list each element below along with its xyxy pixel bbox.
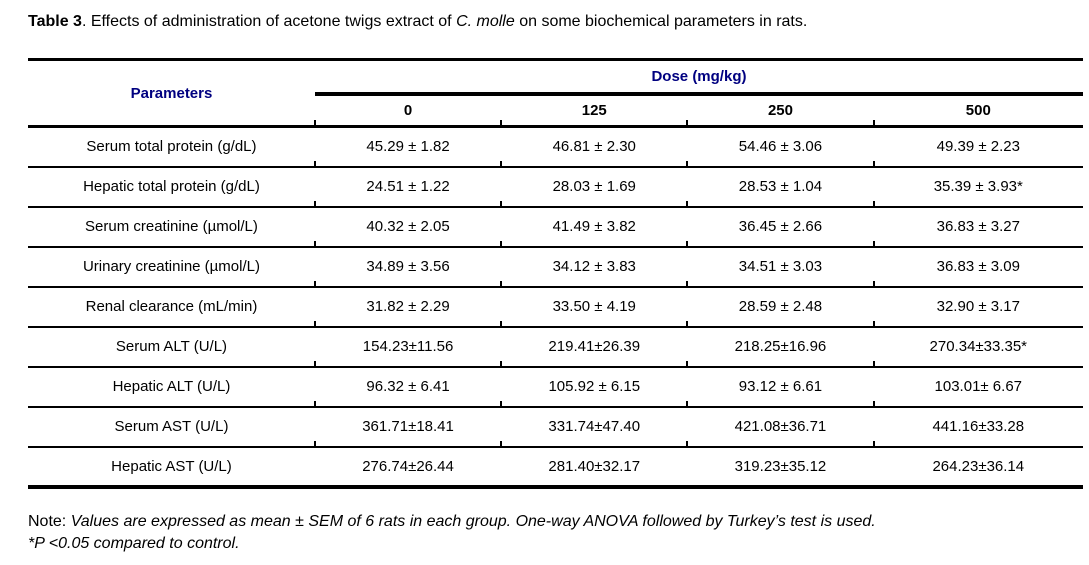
- table-row: Urinary creatinine (µmol/L) 34.89 ± 3.56…: [28, 246, 1083, 288]
- row-parameter: Serum ALT (U/L): [28, 326, 315, 368]
- cell-value: 154.23±11.56: [313, 326, 502, 368]
- cell-value: 103.01± 6.67: [872, 366, 1083, 408]
- table-row: Serum total protein (g/dL) 45.29 ± 1.82 …: [28, 126, 1083, 168]
- row-parameter: Hepatic ALT (U/L): [28, 366, 315, 408]
- row-parameter: Serum total protein (g/dL): [28, 126, 315, 168]
- row-parameter: Hepatic total protein (g/dL): [28, 166, 315, 208]
- cell-value: 46.81 ± 2.30: [500, 126, 688, 168]
- row-parameter: Serum creatinine (µmol/L): [28, 206, 315, 248]
- cell-value: 276.74±26.44: [314, 446, 502, 489]
- cell-value: 361.71±18.41: [313, 406, 502, 448]
- cell-value: 28.53 ± 1.04: [686, 166, 874, 208]
- row-parameter: Serum AST (U/L): [28, 406, 315, 448]
- row-parameter: Urinary creatinine (µmol/L): [28, 246, 315, 288]
- table-footnote: Note: Values are expressed as mean ± SEM…: [28, 511, 1083, 555]
- cell-value: 31.82 ± 2.29: [313, 286, 502, 328]
- biochemical-parameters-table: Parameters Dose (mg/kg) 0 125 250 500 Se…: [28, 58, 1083, 489]
- cell-value: 28.59 ± 2.48: [686, 286, 874, 328]
- footnote-text: Values are expressed as mean ± SEM of 6 …: [66, 512, 876, 530]
- table-row: Hepatic total protein (g/dL) 24.51 ± 1.2…: [28, 166, 1083, 208]
- header-row-dose: Parameters Dose (mg/kg): [28, 59, 1083, 128]
- dose-level-250: 250: [686, 93, 874, 128]
- dose-level-0: 0: [313, 93, 502, 128]
- cell-value: 32.90 ± 3.17: [872, 286, 1083, 328]
- table-row: Serum AST (U/L) 361.71±18.41 331.74±47.4…: [28, 406, 1083, 448]
- cell-value: 45.29 ± 1.82: [313, 126, 502, 168]
- cell-value: 36.83 ± 3.27: [872, 206, 1083, 248]
- cell-value: 218.25±16.96: [686, 326, 874, 368]
- dose-level-125: 125: [500, 93, 688, 128]
- caption-species-name: C. molle: [456, 13, 515, 30]
- row-parameter: Renal clearance (mL/min): [28, 286, 315, 328]
- table-row: Hepatic ALT (U/L) 96.32 ± 6.41 105.92 ± …: [28, 366, 1083, 408]
- footnote-significance: *P <0.05 compared to control.: [28, 534, 240, 552]
- cell-value: 40.32 ± 2.05: [313, 206, 502, 248]
- table-caption: Table 3. Effects of administration of ac…: [28, 11, 1083, 32]
- cell-value: 441.16±33.28: [872, 406, 1083, 448]
- caption-table-number: Table 3: [28, 13, 82, 30]
- cell-value: 34.89 ± 3.56: [313, 246, 502, 288]
- cell-value: 33.50 ± 4.19: [500, 286, 688, 328]
- footnote-label: Note:: [28, 512, 67, 530]
- cell-value: 264.23±36.14: [873, 446, 1083, 489]
- cell-value: 34.51 ± 3.03: [686, 246, 874, 288]
- cell-value: 270.34±33.35*: [872, 326, 1083, 368]
- cell-value: 319.23±35.12: [687, 446, 874, 489]
- cell-value: 36.83 ± 3.09: [872, 246, 1083, 288]
- cell-value: 35.39 ± 3.93*: [872, 166, 1083, 208]
- cell-value: 219.41±26.39: [500, 326, 688, 368]
- dose-level-500: 500: [872, 93, 1083, 128]
- table-row: Serum creatinine (µmol/L) 40.32 ± 2.05 4…: [28, 206, 1083, 248]
- cell-value: 331.74±47.40: [500, 406, 688, 448]
- cell-value: 93.12 ± 6.61: [686, 366, 874, 408]
- caption-text-tail: on some biochemical parameters in rats.: [514, 13, 808, 30]
- cell-value: 54.46 ± 3.06: [686, 126, 874, 168]
- table-row: Serum ALT (U/L) 154.23±11.56 219.41±26.3…: [28, 326, 1083, 368]
- column-header-dose: Dose (mg/kg): [314, 59, 1083, 96]
- table-row: Renal clearance (mL/min) 31.82 ± 2.29 33…: [28, 286, 1083, 328]
- cell-value: 281.40±32.17: [501, 446, 688, 489]
- cell-value: 49.39 ± 2.23: [872, 126, 1083, 168]
- cell-value: 96.32 ± 6.41: [313, 366, 502, 408]
- cell-value: 105.92 ± 6.15: [500, 366, 688, 408]
- cell-value: 36.45 ± 2.66: [686, 206, 874, 248]
- cell-value: 41.49 ± 3.82: [500, 206, 688, 248]
- cell-value: 34.12 ± 3.83: [500, 246, 688, 288]
- cell-value: 24.51 ± 1.22: [313, 166, 502, 208]
- table-row: Hepatic AST (U/L) 276.74±26.44 281.40±32…: [28, 446, 1083, 489]
- cell-value: 28.03 ± 1.69: [500, 166, 688, 208]
- cell-value: 421.08±36.71: [686, 406, 874, 448]
- caption-text: . Effects of administration of acetone t…: [81, 13, 457, 30]
- header-row-dose-levels: 0 125 250 500: [28, 93, 1083, 128]
- row-parameter: Hepatic AST (U/L): [28, 446, 315, 489]
- column-header-parameters: Parameters: [28, 59, 315, 128]
